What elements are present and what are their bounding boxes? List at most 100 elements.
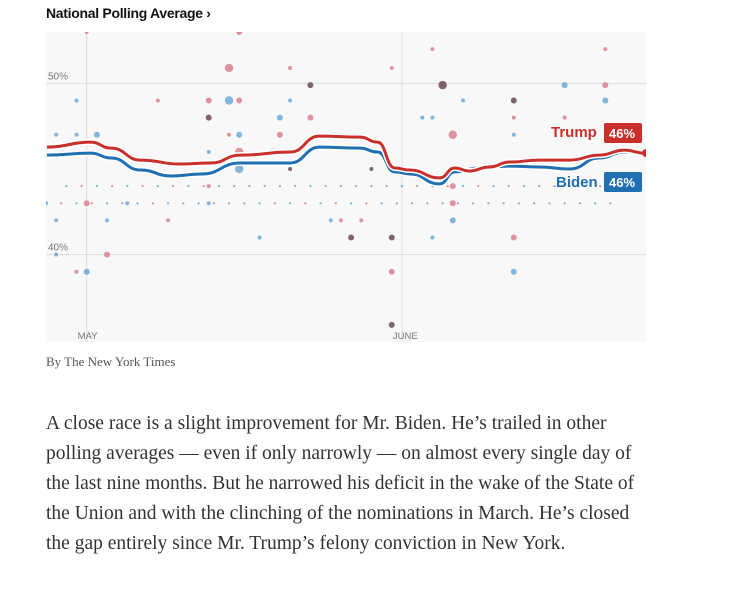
poll-dot xyxy=(328,218,333,223)
poll-dot xyxy=(369,167,374,172)
poll-dot xyxy=(511,115,516,120)
poll-dot-small xyxy=(502,202,505,205)
poll-dot xyxy=(511,132,516,137)
poll-dot xyxy=(438,80,447,90)
poll-dot xyxy=(74,269,79,274)
poll-dot xyxy=(430,47,435,52)
x-tick-label: JUNE xyxy=(393,331,418,342)
poll-dot-small xyxy=(156,185,159,188)
poll-dot xyxy=(206,201,211,206)
poll-dot-small xyxy=(533,202,536,205)
poll-dot-small xyxy=(599,185,602,188)
chart-credit: By The New York Times xyxy=(46,354,176,369)
poll-dot-small xyxy=(90,202,93,205)
y-tick-label: 40% xyxy=(48,243,68,254)
poll-dot-small xyxy=(441,202,444,205)
poll-dot xyxy=(420,115,425,120)
poll-dot xyxy=(105,218,110,223)
poll-dot-small xyxy=(385,185,388,188)
poll-dot xyxy=(74,98,79,103)
poll-dot-small xyxy=(258,202,261,205)
poll-dot-small xyxy=(411,202,414,205)
chart-title-link[interactable]: National Polling Average › xyxy=(46,5,211,21)
poll-dot xyxy=(276,131,283,138)
poll-dot-small xyxy=(309,185,312,188)
poll-dot-small xyxy=(380,202,383,205)
poll-dot-small xyxy=(334,202,337,205)
poll-dot-small xyxy=(395,202,398,205)
poll-dot-small xyxy=(65,185,68,188)
x-tick-label: MAY xyxy=(78,331,99,342)
poll-dot-small xyxy=(461,185,465,188)
poll-dot xyxy=(348,234,355,241)
poll-dot xyxy=(359,218,364,223)
poll-dot-small xyxy=(95,185,98,188)
poll-dot xyxy=(235,164,244,174)
poll-dot-small xyxy=(75,202,78,205)
poll-dot xyxy=(288,167,293,172)
poll-dot xyxy=(205,114,212,121)
poll-dot-small xyxy=(487,202,490,205)
poll-dot-small xyxy=(548,202,551,205)
poll-dot xyxy=(307,82,314,89)
poll-dot-small xyxy=(400,185,404,188)
poll-dot xyxy=(510,234,517,241)
poll-dot-small xyxy=(126,185,129,188)
poll-dot xyxy=(104,251,111,258)
poll-dot xyxy=(510,97,517,104)
poll-dot xyxy=(388,234,395,241)
poll-dot-small xyxy=(136,202,139,205)
poll-dot xyxy=(602,82,609,89)
poll-dot xyxy=(449,200,456,207)
poll-dot xyxy=(227,132,232,137)
poll-dot-small xyxy=(288,202,292,205)
poll-dot xyxy=(430,115,435,120)
poll-dot xyxy=(54,252,59,257)
poll-dot xyxy=(276,114,283,121)
poll-dot xyxy=(155,98,160,103)
poll-dot-small xyxy=(492,185,495,188)
poll-dot-small xyxy=(304,202,307,205)
poll-dot xyxy=(449,183,456,190)
poll-dot-small xyxy=(233,185,236,188)
poll-dot-small xyxy=(227,202,231,205)
poll-dot-small xyxy=(456,202,459,205)
poll-dot xyxy=(236,97,243,104)
poll-dot-small xyxy=(166,202,170,205)
poll-dot xyxy=(54,218,59,223)
poll-dot-small xyxy=(538,185,541,188)
poll-dot-small xyxy=(105,202,109,205)
poll-dot xyxy=(236,32,243,35)
poll-dot-small xyxy=(243,202,246,205)
trump-value-label: 46% xyxy=(609,126,635,141)
poll-dot-small xyxy=(507,185,510,188)
poll-dot-small xyxy=(248,185,251,188)
trump-value-badge xyxy=(604,123,642,143)
poll-dot-small xyxy=(477,185,480,188)
poll-dot-small xyxy=(324,185,327,188)
poll-dot xyxy=(288,65,293,70)
poll-dot-small xyxy=(202,185,205,188)
poll-dot-small xyxy=(60,202,63,205)
y-tick-label: 50% xyxy=(48,71,68,82)
poll-dot-small xyxy=(273,202,276,205)
poll-dot-small xyxy=(263,185,266,188)
poll-dot xyxy=(46,201,48,206)
poll-dot-small xyxy=(151,202,154,205)
poll-dot xyxy=(562,115,567,120)
poll-dot xyxy=(93,131,100,138)
poll-dot xyxy=(83,200,90,207)
poll-dot xyxy=(388,321,395,328)
poll-dot-small xyxy=(294,185,297,188)
poll-dot xyxy=(166,218,171,223)
poll-dot-small xyxy=(197,202,200,205)
poll-dot-small xyxy=(522,185,526,188)
trump-label: Trump xyxy=(551,124,597,141)
poll-dot-small xyxy=(355,185,358,188)
poll-dot-small xyxy=(212,202,215,205)
poll-dot xyxy=(205,97,212,104)
poll-dot xyxy=(206,149,211,154)
biden-value-label: 46% xyxy=(609,175,635,190)
poll-dot xyxy=(602,97,609,104)
trump-endpoint xyxy=(642,149,646,158)
